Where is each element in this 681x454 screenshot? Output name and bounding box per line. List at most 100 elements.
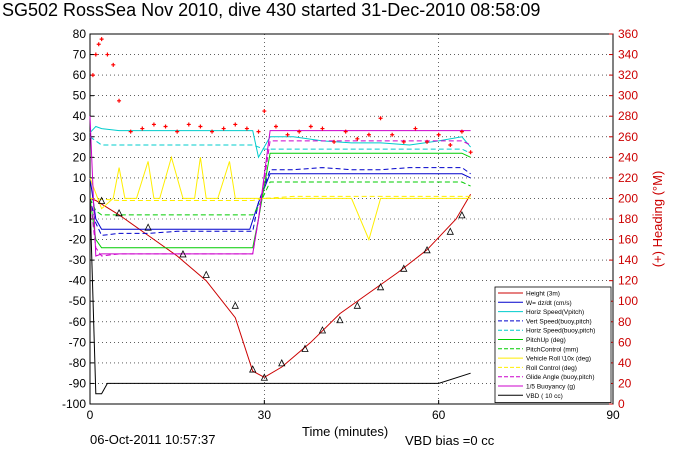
y-tick-label: -40 (69, 274, 87, 288)
depth-marker (423, 245, 431, 254)
heading-point (401, 139, 406, 144)
depth-marker (458, 210, 466, 219)
heading-point (93, 52, 98, 57)
legend-label: Roll Control (deg) (526, 365, 577, 372)
depth-marker (249, 365, 257, 373)
heading-point (343, 129, 348, 134)
y2-tick-label: 100 (618, 294, 638, 308)
legend-label: Glide Angle (buoy,pitch) (526, 374, 595, 381)
y2-tick-label: 340 (618, 48, 638, 62)
x-tick-label: 60 (432, 408, 446, 422)
series-vbd-10-cc (89, 198, 471, 395)
y-tick-label: -70 (69, 335, 87, 349)
legend-label: Horiz Speed(buoy,pitch) (526, 328, 595, 335)
heading-point (378, 116, 383, 121)
heading-point (262, 109, 267, 114)
y2-tick-label: 360 (618, 27, 638, 41)
y2-tick-label: 260 (618, 130, 638, 144)
heading-point (425, 139, 430, 144)
legend-label: 1/5 Buoyancy (g) (526, 384, 575, 391)
y2-tick-label: 80 (618, 315, 632, 329)
depth-marker (144, 223, 152, 231)
depth-marker (260, 373, 268, 381)
y2-axis-label: (+) Heading (°M) (650, 171, 665, 268)
depth-marker (336, 315, 344, 324)
x-tick-label: 0 (87, 408, 94, 422)
heading-point (332, 139, 337, 144)
y2-tick-label: 60 (618, 335, 632, 349)
y-tick-label: 50 (73, 89, 87, 103)
series-horiz-speed-buoy-pitch (89, 136, 471, 154)
y-tick-label: 80 (73, 27, 87, 41)
heading-point (366, 132, 371, 137)
heading-point (128, 129, 133, 134)
y2-tick-label: 0 (618, 397, 625, 411)
series-1-5-buoyancy-g (89, 116, 471, 257)
heading-point (244, 126, 249, 131)
heading-point (117, 98, 122, 103)
heading-point (256, 129, 261, 134)
heading-point (140, 126, 145, 131)
y-tick-label: -60 (69, 315, 87, 329)
heading-point (320, 126, 325, 131)
heading-point (297, 129, 302, 134)
depth-marker (278, 358, 286, 367)
legend-label: W= dz/dt (cm/s) (526, 300, 572, 307)
heading-point (459, 129, 464, 134)
y2-tick-label: 120 (618, 274, 638, 288)
heading-point (175, 129, 180, 134)
x-tick-label: 30 (258, 408, 272, 422)
y2-tick-label: 180 (618, 212, 638, 226)
heading-point (99, 37, 104, 42)
series-vehicle-roll-10x-deg (89, 155, 471, 242)
depth-marker (97, 196, 106, 204)
y-tick-label: 0 (79, 191, 86, 205)
heading-point (151, 122, 156, 127)
depth-marker (231, 301, 239, 309)
heading-point (468, 150, 473, 155)
depth-marker (400, 264, 408, 272)
y-tick-label: -100 (62, 397, 86, 411)
x-axis-label: Time (minutes) (302, 424, 389, 439)
y2-tick-label: 320 (618, 68, 638, 82)
series-height-3m (89, 194, 472, 378)
y2-tick-label: 280 (618, 109, 638, 123)
heading-point (355, 136, 360, 141)
heading-point (210, 129, 215, 134)
heading-point (273, 124, 278, 129)
y-tick-label: -30 (69, 253, 87, 267)
depth-marker (353, 301, 361, 309)
y2-tick-label: 20 (618, 376, 632, 390)
series-vert-speed-buoy-pitch (89, 167, 471, 236)
depth-marker (376, 282, 385, 291)
heading-point (186, 122, 191, 127)
series-roll-control-deg (89, 195, 471, 201)
y-tick-label: 10 (73, 171, 87, 185)
legend-label: PitchUp (deg) (526, 337, 566, 344)
y2-tick-label: 200 (618, 191, 638, 205)
depth-marker (115, 208, 123, 217)
y-tick-label: 30 (73, 130, 87, 144)
chart-title: SG502 RossSea Nov 2010, dive 430 started… (2, 0, 541, 20)
y-tick-label: -10 (69, 212, 87, 226)
y-tick-label: 60 (73, 68, 87, 82)
depth-marker (202, 270, 210, 278)
y2-tick-label: 220 (618, 171, 638, 185)
heading-point (285, 132, 290, 137)
y2-tick-label: 140 (618, 253, 638, 267)
legend-label: PitchControl (mm) (526, 346, 578, 353)
y-tick-label: -90 (69, 376, 87, 390)
y-tick-label: -20 (69, 233, 87, 247)
y2-tick-label: 40 (618, 356, 632, 370)
y2-tick-label: 300 (618, 89, 638, 103)
heading-point (111, 62, 116, 67)
y2-tick-label: 160 (618, 233, 638, 247)
heading-point (105, 52, 110, 57)
heading-point (233, 122, 238, 127)
depth-marker (446, 227, 454, 235)
legend-label: Vehicle Roll \10x (deg) (526, 356, 591, 363)
heading-point (198, 124, 203, 129)
series-horiz-speed-vpitch (89, 125, 471, 159)
legend-label: Horiz Speed(Vpitch) (526, 309, 584, 316)
